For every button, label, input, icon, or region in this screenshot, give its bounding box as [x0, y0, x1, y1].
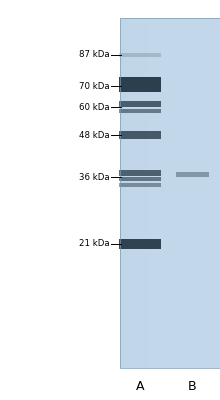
Bar [138, 18, 139, 368]
Bar [119, 100, 161, 107]
Bar [119, 238, 161, 249]
Text: A: A [136, 380, 144, 392]
Bar [143, 18, 144, 368]
Bar [137, 18, 138, 368]
Bar [147, 18, 148, 368]
Bar [125, 18, 126, 368]
Bar [120, 18, 220, 368]
Bar [132, 18, 133, 368]
Bar [119, 176, 161, 182]
Bar [122, 18, 123, 368]
Bar [119, 53, 161, 57]
Bar [120, 18, 121, 368]
Text: 21 kDa: 21 kDa [79, 239, 110, 248]
Bar [120, 18, 220, 368]
Text: 60 kDa: 60 kDa [79, 103, 110, 112]
Text: 36 kDa: 36 kDa [79, 173, 110, 182]
Bar [126, 18, 127, 368]
Text: B: B [188, 380, 197, 392]
Bar [134, 18, 135, 368]
Text: 70 kDa: 70 kDa [79, 82, 110, 91]
Bar [119, 170, 161, 176]
Bar [144, 18, 145, 368]
Bar [176, 172, 209, 177]
Bar [119, 109, 161, 113]
Bar [124, 18, 125, 368]
Bar [146, 18, 147, 368]
Bar [130, 18, 131, 368]
Text: 48 kDa: 48 kDa [79, 131, 110, 140]
Bar [142, 18, 143, 368]
Bar [119, 183, 161, 187]
Bar [127, 18, 128, 368]
Bar [148, 18, 149, 368]
Text: 87 kDa: 87 kDa [79, 50, 110, 59]
Bar [119, 132, 161, 139]
Bar [139, 18, 140, 368]
Bar [121, 18, 122, 368]
Bar [140, 18, 141, 368]
Bar [123, 18, 124, 368]
Bar [145, 18, 146, 368]
Bar [141, 18, 142, 368]
Bar [128, 18, 129, 368]
Bar [136, 18, 137, 368]
Bar [149, 18, 150, 368]
Bar [129, 18, 130, 368]
Bar [135, 18, 136, 368]
Bar [131, 18, 132, 368]
Bar [119, 78, 161, 92]
Bar [133, 18, 134, 368]
